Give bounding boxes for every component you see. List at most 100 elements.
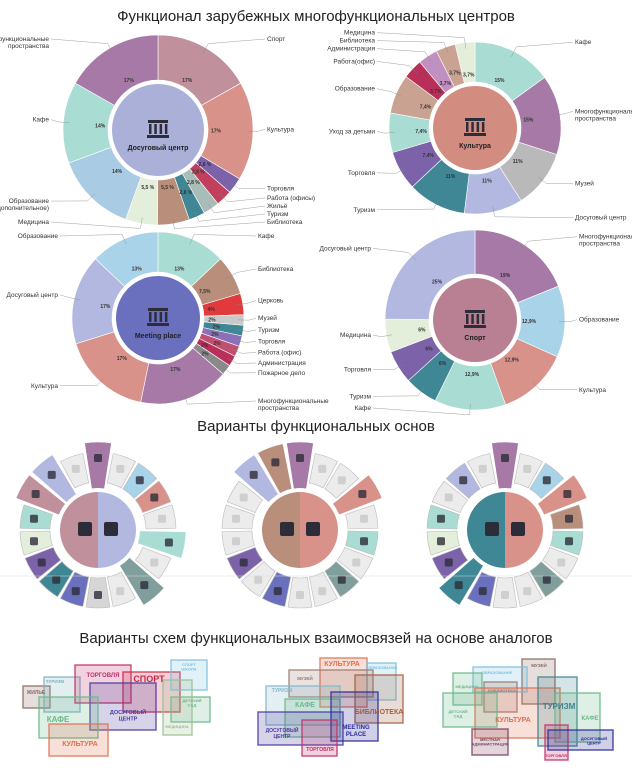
- function-icon: [318, 464, 327, 473]
- slice-category-label: Досуговый центр: [320, 244, 372, 252]
- donut-chart-3: 13%7,5%4%2%2%2%2%2%2%17%17%17%13%КафеБиб…: [7, 231, 329, 412]
- function-icon: [158, 514, 167, 523]
- function-icon: [71, 464, 80, 473]
- function-box-label: КУЛЬТУРА: [62, 741, 98, 748]
- function-icon: [501, 454, 509, 462]
- slice-category-label: Туризм: [267, 211, 289, 218]
- function-box-label: ДОСУГОВЫЙ ЦЕНТР: [110, 708, 146, 722]
- function-box: [170, 696, 211, 723]
- function-box-label: ДОСУГОВЫЙ ЦЕНТР: [266, 726, 299, 740]
- leader-line: [372, 386, 425, 397]
- slice-value-label: 2%: [201, 352, 209, 358]
- function-icon: [436, 537, 445, 546]
- leader-line: [376, 199, 439, 210]
- slice-value-label: 12,9%: [522, 319, 537, 325]
- slice-value-label: 4%: [208, 307, 216, 313]
- function-box: [442, 692, 498, 728]
- leader-line: [246, 129, 266, 132]
- leader-line: [372, 248, 417, 261]
- slice-value-label: 17%: [170, 367, 181, 373]
- function-icon: [501, 591, 509, 599]
- center-icon-column: [154, 124, 157, 134]
- center-icon-column: [466, 122, 469, 132]
- center-icon-right: [104, 522, 118, 536]
- function-box-label: КУЛЬТУРА: [324, 661, 360, 668]
- center-icon-column: [481, 314, 485, 324]
- function-icon: [337, 476, 346, 485]
- center-title: Спорт: [464, 335, 486, 342]
- leader-line: [558, 319, 578, 322]
- slice-value-label: 13%: [174, 266, 185, 272]
- slice-value-label: 2%: [213, 341, 221, 347]
- donut-chart-2: 15%15%11%11%11%7,4%7,4%7,4%3,7%3,7%3,7% 3…: [327, 30, 632, 222]
- slice-category-label: Спорт: [267, 36, 285, 43]
- function-icon: [150, 493, 159, 502]
- center-icon-column: [154, 312, 157, 322]
- slice-value-label: 6%: [439, 361, 447, 367]
- center-icon-base: [464, 133, 486, 136]
- function-icon: [116, 464, 125, 473]
- slice-category-label: Кафе: [258, 233, 275, 240]
- function-icon: [296, 454, 304, 462]
- function-icon: [254, 575, 263, 584]
- function-box: [330, 691, 379, 742]
- slice-category-label: Досуговый центр: [575, 214, 627, 222]
- slice-category-label: Библиотека: [258, 265, 294, 273]
- slice-category-label: Медицина: [18, 219, 49, 226]
- leader-line: [172, 217, 266, 229]
- relationship-scheme-3: МУЗЕЙ ОБРАЗОВАНИЕ МЕДИЦИНА БИБЛИОТЕКА КУЛЬТУ…: [442, 658, 614, 761]
- slice-value-label: 15%: [523, 118, 534, 124]
- function-icon: [231, 537, 240, 546]
- leader-line: [221, 366, 257, 374]
- center-icon-column: [164, 312, 168, 322]
- function-icon: [436, 514, 445, 523]
- slice-value-label: 17%: [211, 129, 222, 135]
- slice-value-label: 11%: [482, 179, 492, 185]
- slice-value-label: 17%: [117, 356, 128, 362]
- slice-value-label: 25%: [432, 280, 443, 286]
- function-icon: [360, 537, 369, 546]
- center-icon-column: [164, 124, 168, 134]
- function-box-label: ТОРГОВЛЯ: [306, 747, 334, 753]
- emphasized-segment: [491, 441, 519, 495]
- slice-value-label: 7,4%: [415, 129, 427, 135]
- slice-category-label: Туризм: [258, 327, 280, 334]
- function-box-label: ТОРГОВЛЯ: [87, 673, 120, 679]
- slice-category-label: Культура: [267, 126, 294, 133]
- slice-value-label: 19%: [500, 273, 511, 279]
- slice-category-label: Работа (офисы): [267, 194, 315, 202]
- leader-line: [59, 294, 81, 301]
- slice-category-label: Музей: [575, 180, 594, 188]
- slice-category-label: Церковь: [258, 298, 284, 305]
- function-box-label: МЕДИЦИНА: [165, 724, 188, 729]
- slice-value-label: 7,5%: [199, 289, 211, 295]
- leader-line: [511, 42, 574, 57]
- function-box: [265, 685, 341, 726]
- function-box-label: КАФЕ: [582, 716, 599, 722]
- function-icon: [352, 558, 361, 567]
- function-box-label: ТУРИЗМ: [543, 702, 576, 711]
- leader-line: [50, 38, 114, 54]
- slice-category-label: Кафе: [355, 405, 372, 412]
- slice-value-label: 2,8 %: [192, 170, 205, 176]
- function-icon: [542, 476, 551, 485]
- slice-value-label: 12,9%: [465, 372, 480, 378]
- donut-slice: [454, 41, 476, 84]
- section-title-variants: Варианты функциональных основ: [197, 418, 435, 435]
- function-box-label: БИБЛИОТЕКА: [355, 709, 404, 716]
- leader-line: [183, 393, 257, 405]
- function-box: [48, 723, 109, 757]
- function-box-label: ТОРГОВЛЯ: [545, 753, 567, 758]
- leader-line: [227, 357, 257, 364]
- slice-value-label: 2%: [213, 325, 221, 331]
- slice-category-label: Работа (офис): [258, 348, 301, 356]
- leader-line: [376, 131, 396, 134]
- center-icon-base: [464, 325, 486, 328]
- variant-wheel-3: [426, 441, 588, 609]
- donut-slice: [74, 34, 159, 106]
- slice-category-label: Культура: [579, 387, 606, 394]
- function-icon: [37, 558, 46, 567]
- slice-category-label: Медицина: [340, 332, 371, 339]
